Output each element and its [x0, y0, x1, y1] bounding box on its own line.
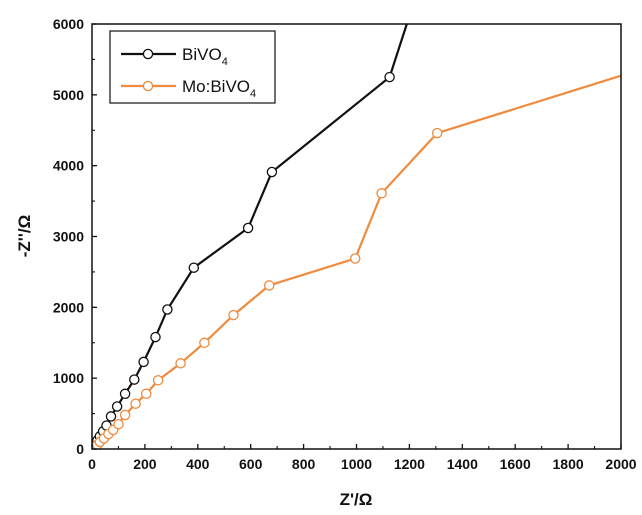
y-tick-label: 1000 [53, 370, 84, 386]
legend-marker [142, 80, 154, 92]
data-point [113, 418, 124, 430]
data-point [162, 304, 173, 315]
series-1 [92, 74, 621, 449]
x-tick-label: 1200 [394, 456, 425, 472]
x-tick-label: 200 [133, 456, 157, 472]
x-tick-label: 1000 [341, 456, 372, 472]
data-point [242, 222, 254, 234]
data-point [266, 166, 278, 178]
x-tick-label: 2000 [605, 456, 636, 472]
legend-label: Mo:BiVO4 [182, 77, 256, 100]
y-tick-label: 5000 [53, 87, 84, 103]
y-tick-label: 4000 [53, 158, 84, 174]
data-point [129, 374, 140, 385]
x-tick-label: 800 [292, 456, 316, 472]
data-point [140, 388, 152, 400]
x-tick-label: 1600 [500, 456, 531, 472]
data-point [138, 356, 149, 368]
data-point [152, 375, 164, 386]
y-tick-label: 6000 [53, 16, 84, 32]
data-point [119, 388, 131, 400]
legend-box [109, 30, 276, 104]
data-point [175, 358, 186, 369]
y-tick-label: 3000 [53, 229, 84, 245]
legend-marker [142, 48, 154, 60]
axes: 0 200 400 600 800 1000 1200 1400 1600 1800 2000 0 10… [53, 16, 637, 472]
legend-entry: Mo:BiVO4 [121, 77, 256, 100]
data-point [376, 188, 387, 199]
data-point [105, 411, 117, 422]
legend: BiVO4 Mo:BiVO4 [109, 30, 276, 104]
data-point [199, 337, 210, 349]
data-point [150, 331, 161, 343]
x-tick-label: 400 [186, 456, 210, 472]
data-point [263, 280, 275, 291]
y-tick-label: 2000 [53, 299, 84, 315]
data-point [228, 309, 239, 321]
x-tick-label: 1800 [553, 456, 584, 472]
legend-entry: BiVO4 [121, 45, 228, 68]
data-point [349, 253, 361, 264]
x-axis-title: Z'/Ω [340, 490, 373, 509]
x-tick-label: 0 [88, 456, 96, 472]
data-point [130, 398, 141, 409]
legend-label: BiVO4 [182, 45, 228, 68]
data-point [111, 401, 123, 412]
data-point [384, 71, 395, 83]
plot-data [92, 24, 621, 449]
x-tick-label: 600 [239, 456, 263, 472]
x-tick-label: 1400 [447, 456, 478, 472]
data-point [188, 262, 200, 273]
y-tick-label: 0 [76, 441, 84, 457]
y-axis-title: -Z''/Ω [15, 215, 34, 257]
data-point [119, 409, 131, 421]
data-point [431, 127, 443, 139]
